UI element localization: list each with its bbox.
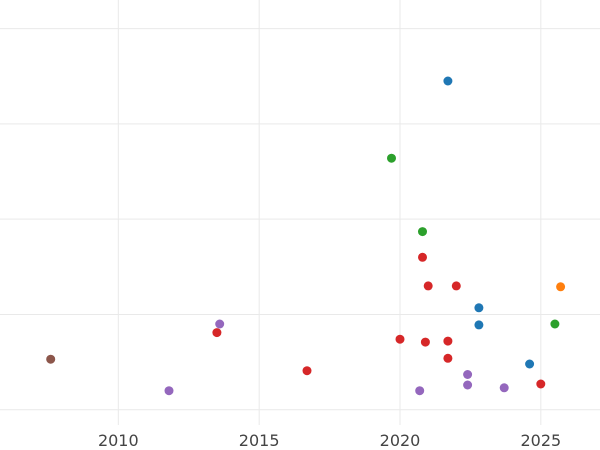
data-point-blue	[474, 303, 484, 313]
data-point-green	[550, 319, 560, 329]
data-point-red	[418, 252, 427, 262]
x-tick-label: 2020	[380, 431, 421, 450]
grid-layer	[0, 0, 600, 425]
data-point-blue	[525, 359, 535, 369]
x-tick-label: 2010	[98, 431, 139, 450]
data-point-purple	[463, 380, 473, 390]
x-tick-labels: 2010 2015 2020 2025	[98, 431, 561, 450]
data-point-red	[395, 334, 405, 344]
data-point-brown	[46, 354, 56, 364]
data-point-purple	[164, 386, 174, 396]
data-point-red	[212, 328, 222, 338]
data-points	[46, 76, 566, 396]
data-point-purple	[499, 383, 509, 393]
data-point-blue	[474, 320, 484, 330]
data-point-green	[387, 153, 396, 163]
data-point-red	[443, 336, 453, 346]
data-point-red	[302, 366, 312, 376]
data-point-green	[418, 227, 427, 237]
data-point-purple	[415, 386, 425, 396]
x-tick-label: 2015	[239, 431, 280, 450]
data-point-blue	[443, 76, 453, 86]
data-point-purple	[463, 370, 473, 379]
data-point-orange	[556, 282, 566, 292]
x-tick-label: 2025	[520, 431, 561, 450]
data-point-red	[423, 281, 433, 291]
data-point-red	[536, 379, 546, 389]
data-point-purple	[215, 319, 225, 329]
data-point-red	[451, 281, 461, 291]
data-point-red	[420, 337, 430, 347]
data-point-red	[443, 353, 453, 363]
